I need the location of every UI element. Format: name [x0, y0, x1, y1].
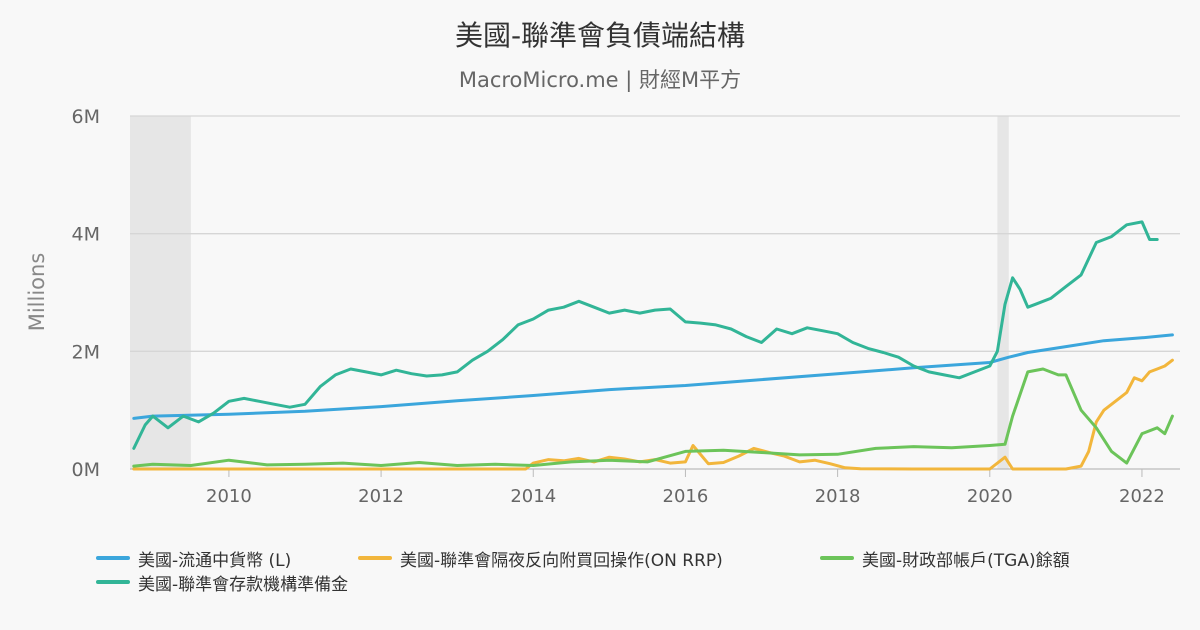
- legend-swatch-reserves: [96, 580, 130, 584]
- legend-item-currency[interactable]: 美國-流通中貨幣 (L): [96, 546, 358, 571]
- legend: 美國-流通中貨幣 (L) 美國-聯準會隔夜反向附買回操作(ON RRP) 美國-…: [96, 546, 1156, 595]
- x-tick-label-5: 2020: [967, 486, 1013, 507]
- legend-label-reserves: 美國-聯準會存款機構準備金: [138, 574, 349, 595]
- y-tick-label-1: 2M: [72, 341, 100, 363]
- y-axis-label: Millions: [25, 253, 49, 332]
- recession-band-0: [130, 116, 191, 469]
- y-tick-label-2: 4M: [72, 224, 100, 246]
- legend-label-currency: 美國-流通中貨幣 (L): [138, 550, 292, 571]
- x-tick-label-4: 2018: [815, 486, 861, 507]
- x-tick-label-3: 2016: [663, 486, 709, 507]
- series-line-currency: [132, 333, 1174, 420]
- series-line-tga: [132, 367, 1174, 468]
- legend-item-on-rrp[interactable]: 美國-聯準會隔夜反向附買回操作(ON RRP): [358, 546, 820, 571]
- x-tick-label-6: 2022: [1119, 486, 1165, 507]
- legend-item-reserves[interactable]: 美國-聯準會存款機構準備金: [96, 570, 348, 595]
- x-tick-label-0: 2010: [206, 486, 252, 507]
- legend-item-tga[interactable]: 美國-財政部帳戶(TGA)餘額: [820, 546, 1070, 571]
- y-tick-label-0: 0M: [72, 459, 100, 481]
- chart-title: 美國-聯準會負債端結構: [454, 19, 746, 52]
- recession-band-1: [997, 116, 1009, 469]
- chart-subtitle: MacroMicro.me | 財經M平方: [458, 68, 742, 92]
- legend-label-on-rrp: 美國-聯準會隔夜反向附買回操作(ON RRP): [400, 550, 723, 571]
- y-tick-label-3: 6M: [72, 106, 100, 128]
- legend-label-tga: 美國-財政部帳戶(TGA)餘額: [862, 550, 1070, 571]
- x-tick-label-2: 2014: [510, 486, 556, 507]
- series-line-on-rrp: [132, 358, 1174, 471]
- legend-swatch-on-rrp: [358, 556, 392, 560]
- x-tick-label-1: 2012: [358, 486, 404, 507]
- legend-swatch-tga: [820, 556, 854, 560]
- legend-swatch-currency: [96, 556, 130, 560]
- series-line-reserves: [132, 220, 1159, 450]
